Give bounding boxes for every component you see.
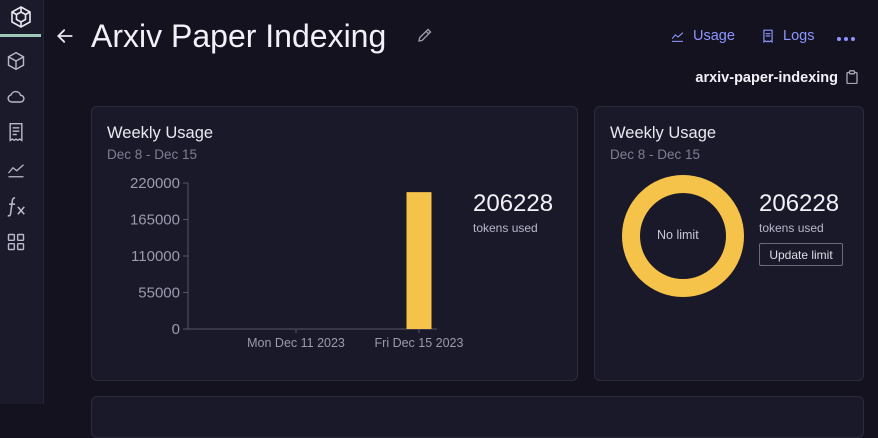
y-tick-label: 220000 (130, 175, 180, 192)
function-icon[interactable] (5, 195, 27, 217)
x-tick-label: Fri Dec 15 2023 (375, 336, 464, 350)
pencil-icon[interactable] (416, 26, 436, 46)
next-card (91, 396, 864, 438)
copy-icon[interactable] (846, 70, 859, 85)
tokens-used-value: 206228 (473, 190, 554, 217)
usage-bar[interactable] (406, 192, 432, 329)
y-tick-label: 0 (172, 321, 180, 338)
tokens-used-value: 206228 (759, 190, 840, 217)
logs-link[interactable]: Logs (761, 26, 814, 46)
x-tick-label: Mon Dec 11 2023 (247, 336, 345, 350)
usage-link-label: Usage (693, 28, 735, 44)
sidebar (0, 0, 44, 404)
logs-icon (763, 29, 773, 43)
card-title: Weekly Usage (610, 124, 717, 142)
donut-ring (622, 175, 744, 297)
app-logo-icon[interactable] (4, 0, 38, 34)
tokens-used-label: tokens used (473, 221, 538, 235)
y-tick-label: 165000 (130, 212, 180, 229)
weekly-usage-chart-card: Weekly Usage Dec 8 - Dec 15 220000 165000… (91, 106, 578, 381)
y-tick-label: 55000 (138, 285, 180, 302)
grid-icon[interactable] (5, 231, 27, 253)
usage-donut (622, 175, 744, 297)
date-range: Dec 8 - Dec 15 (107, 147, 198, 162)
update-limit-button[interactable]: Update limit (759, 243, 843, 266)
usage-chart-icon (671, 31, 684, 42)
page-title: Arxiv Paper Indexing (91, 18, 387, 54)
back-arrow-icon[interactable] (54, 25, 76, 47)
active-indicator (0, 34, 41, 37)
logs-link-label: Logs (783, 28, 815, 44)
donut-label: No limit (657, 228, 699, 242)
tokens-used-label: tokens used (759, 221, 824, 235)
weekly-usage-limit-card: Weekly Usage Dec 8 - Dec 15 No limit 206… (594, 106, 864, 381)
more-icon[interactable] (836, 29, 858, 43)
project-slug: arxiv-paper-indexing (695, 70, 838, 86)
usage-link[interactable]: Usage (670, 26, 735, 46)
cloud-icon[interactable] (5, 86, 27, 108)
y-tick-label: 110000 (131, 248, 180, 265)
box-icon[interactable] (5, 50, 27, 72)
receipt-icon[interactable] (5, 121, 27, 143)
chart-line-icon[interactable] (5, 159, 27, 181)
usage-bar-chart: 220000 165000 110000 55000 0 Mon Dec 11 2023… (130, 175, 464, 350)
date-range: Dec 8 - Dec 15 (610, 147, 701, 162)
card-title: Weekly Usage (107, 124, 214, 142)
